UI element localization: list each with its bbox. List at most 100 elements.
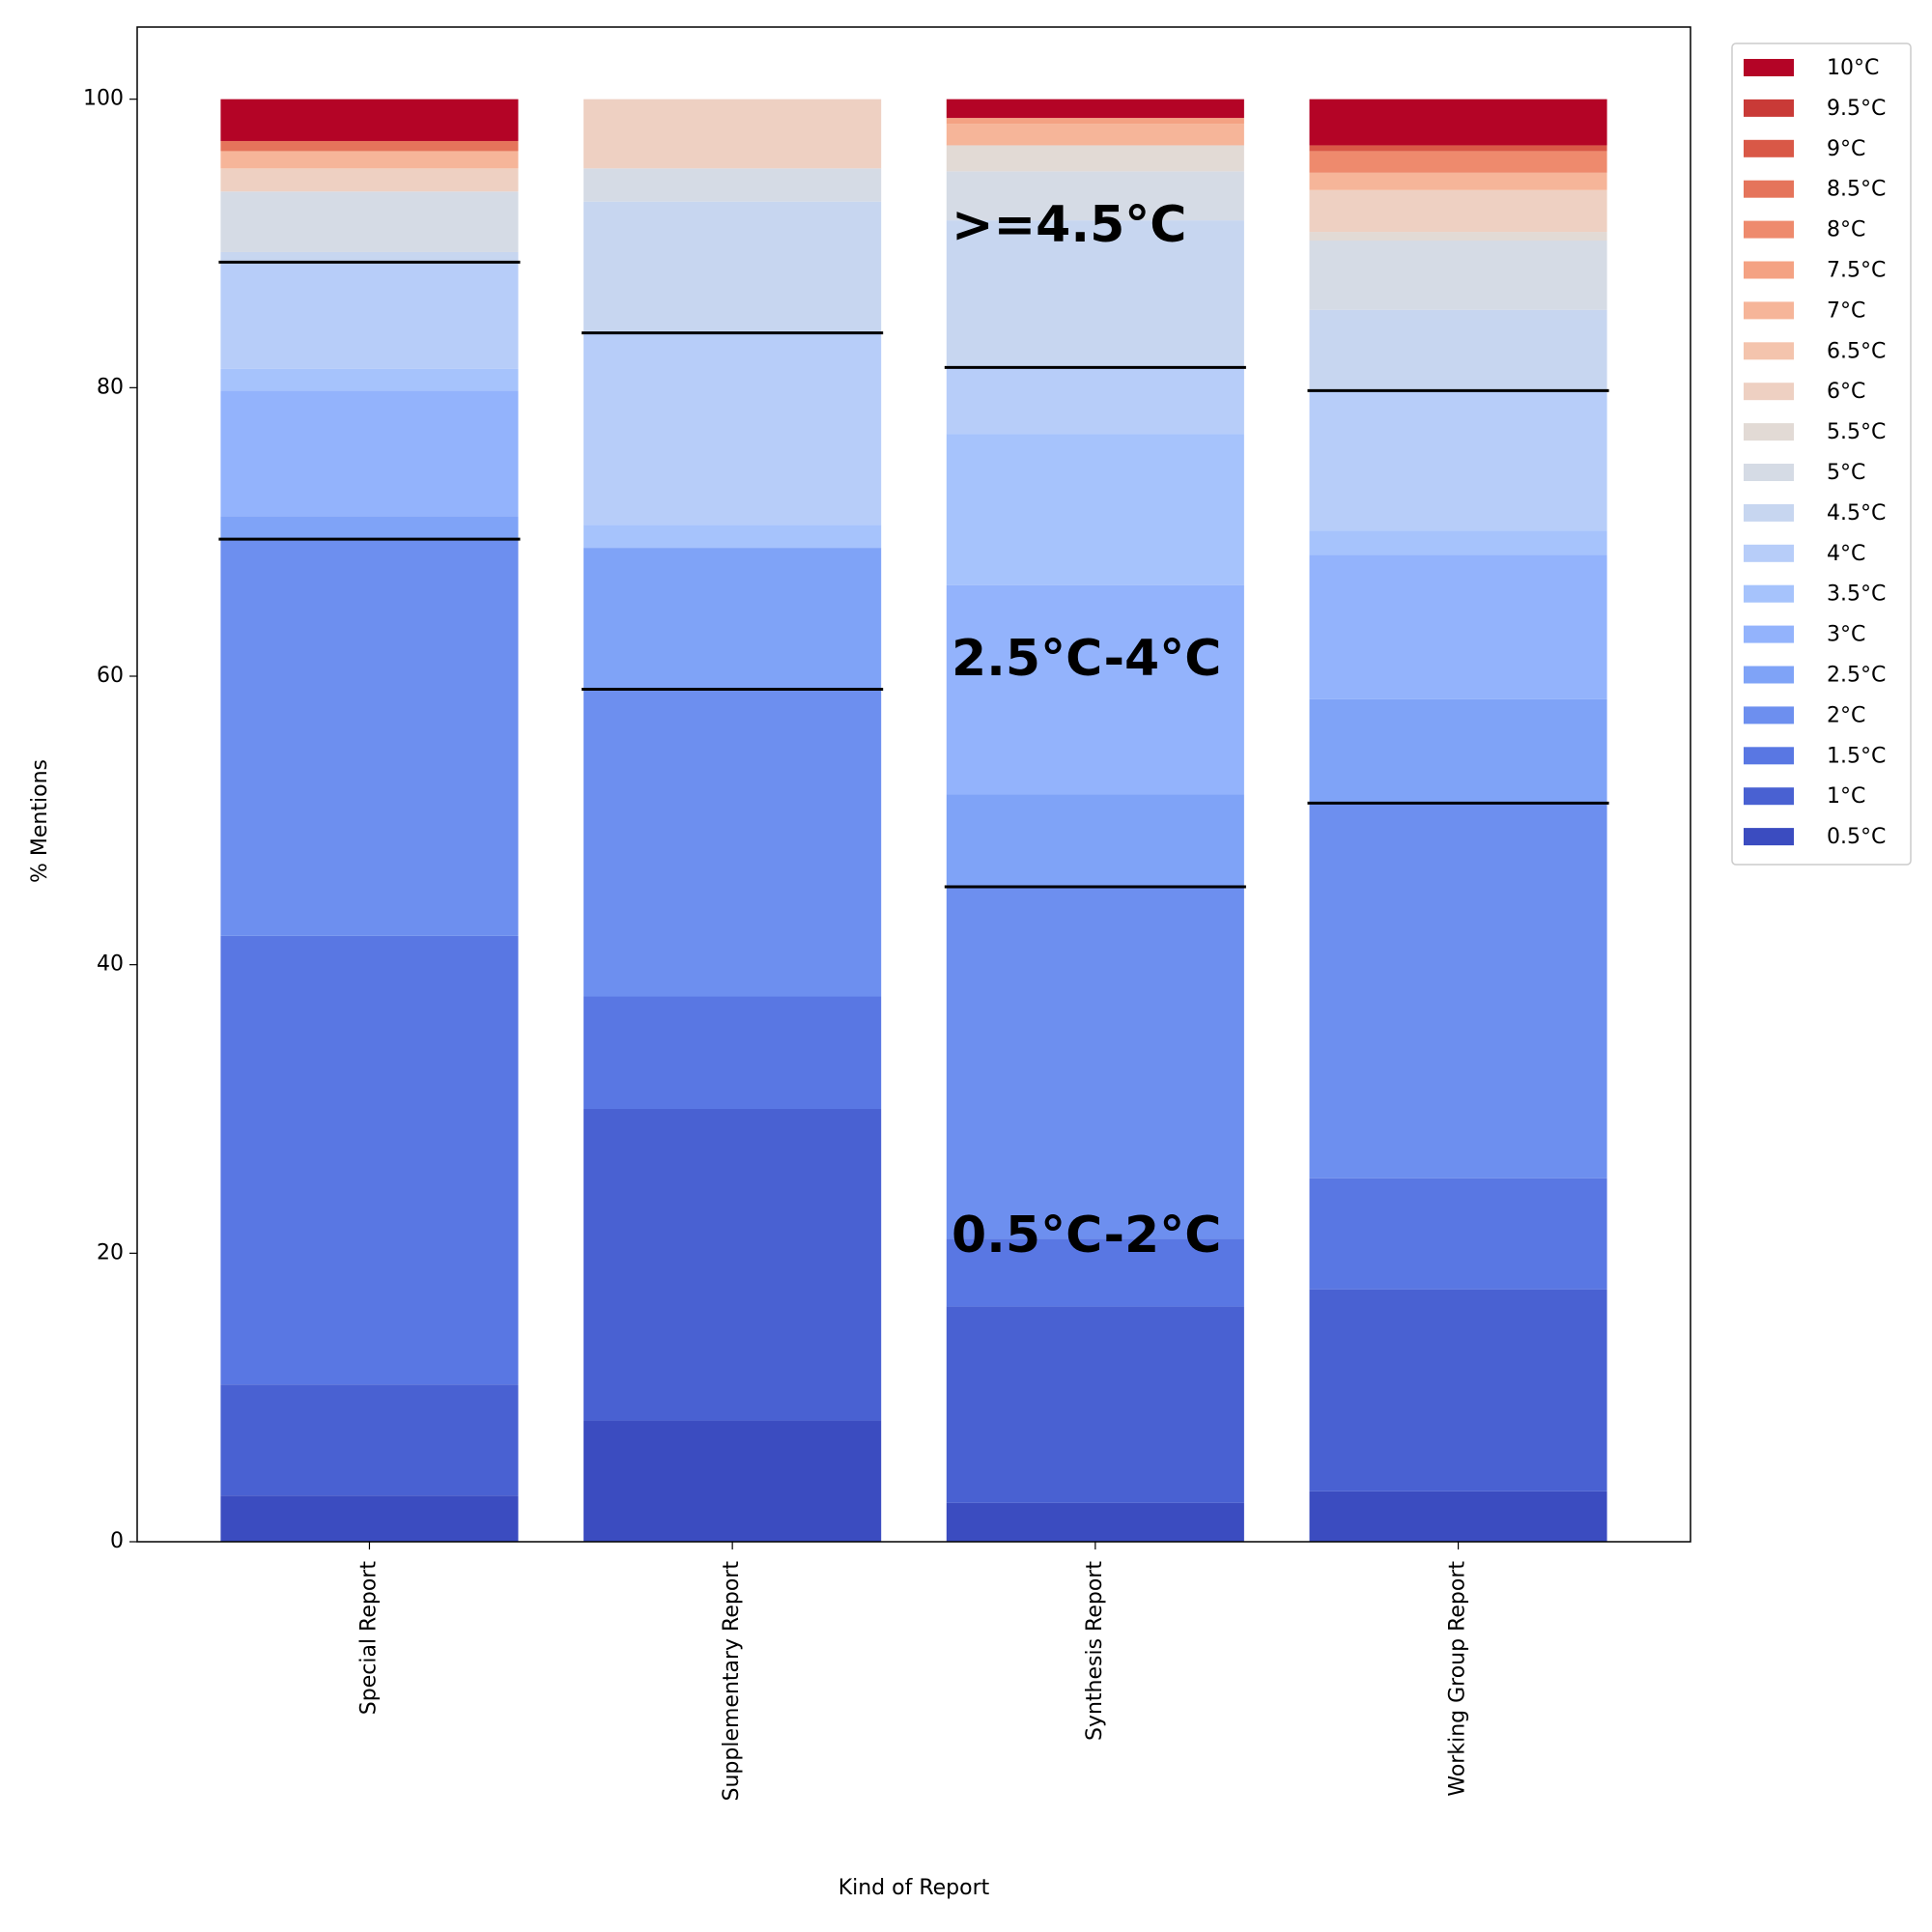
bar-segment bbox=[946, 118, 1244, 125]
bar-segment bbox=[220, 1384, 519, 1496]
bar-segment bbox=[583, 525, 882, 549]
bar-segment bbox=[1309, 1491, 1607, 1542]
y-axis-label: % Mentions bbox=[28, 759, 52, 883]
legend-label: 9°C bbox=[1827, 137, 1865, 161]
legend-swatch bbox=[1744, 544, 1794, 562]
annotation: 2.5°C-4°C bbox=[952, 630, 1221, 688]
bar-segment bbox=[946, 794, 1244, 888]
y-tick-label: 20 bbox=[97, 1240, 124, 1264]
bar-segment bbox=[946, 1502, 1244, 1542]
bar-segment bbox=[946, 1306, 1244, 1503]
bar-segment bbox=[1309, 172, 1607, 190]
legend-swatch bbox=[1744, 584, 1794, 603]
bar-segment bbox=[1309, 530, 1607, 555]
legend-box bbox=[1731, 43, 1912, 866]
legend-swatch bbox=[1744, 625, 1794, 643]
bar-segment bbox=[583, 1420, 882, 1542]
bar-segment bbox=[946, 124, 1244, 146]
bar-segment bbox=[1309, 554, 1607, 699]
x-tick-label: Supplementary Report bbox=[720, 1561, 744, 1802]
bar-segment bbox=[1309, 145, 1607, 152]
bar-segment bbox=[1309, 151, 1607, 173]
bar-segment bbox=[583, 99, 882, 169]
bar-segment bbox=[946, 887, 1244, 1239]
legend-label: 1.5°C bbox=[1827, 744, 1886, 768]
legend-label: 2.5°C bbox=[1827, 664, 1886, 688]
legend-label: 2°C bbox=[1827, 703, 1865, 727]
bar-segment bbox=[1309, 309, 1607, 391]
y-tick-label: 40 bbox=[97, 952, 124, 977]
bar-segment bbox=[1309, 1178, 1607, 1290]
legend-label: 4°C bbox=[1827, 542, 1865, 566]
bar-segment bbox=[583, 548, 882, 690]
y-tick-label: 80 bbox=[97, 375, 124, 399]
bar-segment bbox=[583, 332, 882, 526]
bar-segment bbox=[1309, 390, 1607, 531]
legend-label: 0.5°C bbox=[1827, 825, 1886, 849]
x-tick-label: Synthesis Report bbox=[1083, 1561, 1107, 1741]
legend-label: 7°C bbox=[1827, 298, 1865, 323]
legend-swatch bbox=[1744, 383, 1794, 401]
legend-swatch bbox=[1744, 787, 1794, 806]
legend-label: 10°C bbox=[1827, 56, 1879, 80]
bar-segment bbox=[946, 584, 1244, 795]
bar-segment bbox=[220, 99, 519, 141]
bar-segment bbox=[220, 168, 519, 192]
legend-swatch bbox=[1744, 220, 1794, 239]
legend-swatch bbox=[1744, 423, 1794, 441]
bar-segment bbox=[220, 251, 519, 263]
bar-segment bbox=[946, 145, 1244, 172]
bar-segment bbox=[220, 516, 519, 540]
legend-swatch bbox=[1744, 747, 1794, 765]
legend-swatch bbox=[1744, 139, 1794, 157]
bar-segment bbox=[1309, 232, 1607, 242]
legend-swatch bbox=[1744, 342, 1794, 360]
legend-label: 4.5°C bbox=[1827, 501, 1886, 526]
legend-label: 8°C bbox=[1827, 218, 1865, 242]
y-tick-label: 100 bbox=[83, 87, 124, 111]
x-tick-label: Special Report bbox=[356, 1561, 381, 1716]
bar-segment bbox=[1309, 99, 1607, 146]
legend-label: 9.5°C bbox=[1827, 97, 1886, 121]
plot-frame bbox=[136, 26, 1691, 1543]
bar-segment bbox=[946, 434, 1244, 585]
bar-segment bbox=[1309, 189, 1607, 233]
legend-label: 3.5°C bbox=[1827, 582, 1886, 607]
legend-swatch bbox=[1744, 706, 1794, 724]
legend-label: 1°C bbox=[1827, 784, 1865, 809]
legend-label: 6.5°C bbox=[1827, 339, 1886, 363]
bar-segment bbox=[220, 390, 519, 517]
bar-segment bbox=[583, 1109, 882, 1421]
bar-segment bbox=[583, 689, 882, 997]
x-tick-label: Working Group Report bbox=[1446, 1561, 1470, 1797]
plot-area bbox=[218, 99, 1609, 1542]
legend-swatch bbox=[1744, 99, 1794, 117]
legend-swatch bbox=[1744, 261, 1794, 279]
bar-segment bbox=[220, 262, 519, 369]
bar-segment bbox=[946, 220, 1244, 368]
bar-segment bbox=[1309, 698, 1607, 804]
bar-segment bbox=[946, 1238, 1244, 1307]
bar-segment bbox=[1309, 803, 1607, 1179]
bar-segment bbox=[220, 191, 519, 252]
bar-segment bbox=[220, 140, 519, 152]
annotation: 0.5°C-2°C bbox=[952, 1207, 1221, 1264]
legend-label: 5°C bbox=[1827, 461, 1865, 485]
bar-segment bbox=[220, 368, 519, 391]
bar-segment bbox=[583, 168, 882, 202]
y-tick-label: 60 bbox=[97, 664, 124, 688]
bar-segment bbox=[220, 935, 519, 1385]
legend-swatch bbox=[1744, 503, 1794, 522]
bar-segment bbox=[220, 539, 519, 936]
legend-swatch bbox=[1744, 828, 1794, 846]
legend-label: 3°C bbox=[1827, 623, 1865, 647]
bar-segment bbox=[1309, 241, 1607, 310]
annotation: >=4.5°C bbox=[952, 196, 1186, 254]
bar-segment bbox=[220, 1495, 519, 1542]
y-tick-label: 0 bbox=[110, 1529, 124, 1553]
legend-swatch bbox=[1744, 464, 1794, 481]
bar-segment bbox=[946, 367, 1244, 435]
bar-segment bbox=[583, 201, 882, 333]
legend-label: 7.5°C bbox=[1827, 259, 1886, 283]
